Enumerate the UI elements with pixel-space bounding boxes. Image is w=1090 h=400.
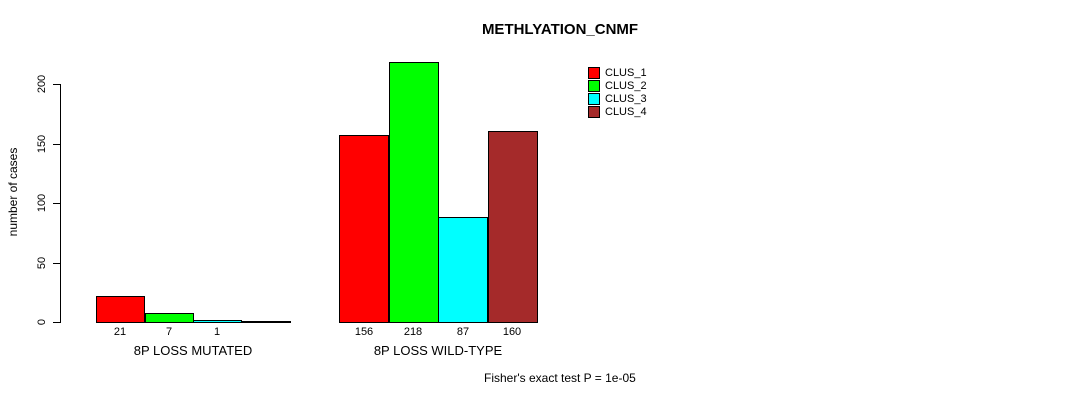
y-axis-tick-label: 200 <box>36 74 48 94</box>
legend-item: CLUS_1 <box>588 66 647 79</box>
bar-clus_4-zero <box>242 321 291 323</box>
y-axis-tick <box>53 263 60 264</box>
legend: CLUS_1 CLUS_2 CLUS_3 CLUS_4 <box>588 66 647 118</box>
chart-title: METHLYATION_CNMF <box>481 21 639 38</box>
legend-item: CLUS_4 <box>588 105 647 118</box>
legend-swatch-clus_2 <box>588 79 600 92</box>
legend-label: CLUS_1 <box>605 66 647 79</box>
y-axis-tick <box>53 144 60 145</box>
legend-swatch-clus_3 <box>588 92 600 105</box>
bar-clus_3 <box>438 217 488 323</box>
bar-clus_2 <box>145 313 194 323</box>
bar-clus_1 <box>96 296 145 323</box>
legend-label: CLUS_4 <box>605 105 647 118</box>
bar-value-label: 160 <box>502 326 522 338</box>
legend-label: CLUS_2 <box>605 79 647 92</box>
x-axis-group-label: 8P LOSS MUTATED <box>133 343 253 358</box>
bar-value-label: 218 <box>403 326 423 338</box>
bar-value-label: 21 <box>113 326 127 338</box>
bar-clus_3 <box>193 320 242 323</box>
legend-swatch-clus_4 <box>588 105 600 118</box>
bar-value-label: 156 <box>354 326 374 338</box>
bar-clus_4 <box>488 131 538 323</box>
y-axis-tick-label: 150 <box>36 134 48 154</box>
bar-value-label: 87 <box>456 326 470 338</box>
y-axis-tick-label: 100 <box>36 193 48 213</box>
bar-clus_1 <box>339 135 389 323</box>
bar-clus_2 <box>389 62 439 323</box>
bar-value-label: 7 <box>165 326 173 338</box>
y-axis-tick <box>53 84 60 85</box>
y-axis-line <box>60 84 61 323</box>
bar-value-label: 1 <box>213 326 221 338</box>
legend-swatch-clus_1 <box>588 66 600 79</box>
y-axis-tick-label: 50 <box>36 256 48 270</box>
x-axis-group-label: 8P LOSS WILD-TYPE <box>373 343 503 358</box>
y-axis-tick <box>53 322 60 323</box>
fisher-test-annotation: Fisher's exact test P = 1e-05 <box>484 371 636 385</box>
y-axis-title: number of cases <box>6 147 20 237</box>
legend-item: CLUS_3 <box>588 92 647 105</box>
y-axis-tick-label: 0 <box>36 318 48 326</box>
legend-label: CLUS_3 <box>605 92 647 105</box>
y-axis-tick <box>53 203 60 204</box>
legend-item: CLUS_2 <box>588 79 647 92</box>
